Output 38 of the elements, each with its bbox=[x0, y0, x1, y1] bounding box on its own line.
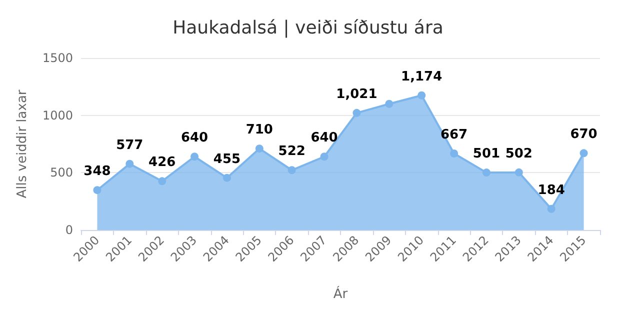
data-label: 670 bbox=[570, 127, 598, 142]
point bbox=[514, 168, 523, 176]
point bbox=[158, 177, 166, 186]
point bbox=[482, 168, 490, 177]
chart-title: Haukadalsá | veiði síðustu ára bbox=[172, 18, 444, 38]
point bbox=[418, 91, 426, 100]
data-label: 184 bbox=[538, 182, 565, 198]
point bbox=[580, 149, 588, 158]
point bbox=[126, 160, 134, 168]
point bbox=[385, 100, 394, 108]
point bbox=[547, 204, 556, 213]
data-label: 577 bbox=[116, 138, 144, 153]
y-tick-label: 1000 bbox=[42, 108, 73, 122]
point bbox=[320, 152, 328, 161]
data-label: 667 bbox=[440, 128, 468, 143]
y-axis-title: Alls veiddir laxar bbox=[15, 89, 30, 198]
data-label: 522 bbox=[278, 144, 306, 160]
y-tick-label: 500 bbox=[50, 166, 73, 180]
point bbox=[222, 174, 231, 182]
data-label: 1,174 bbox=[401, 69, 442, 84]
data-label: 455 bbox=[213, 152, 241, 167]
data-label: 426 bbox=[148, 155, 176, 170]
point bbox=[190, 152, 199, 161]
data-label: 502 bbox=[505, 146, 532, 162]
data-label: 1,021 bbox=[336, 86, 378, 102]
x-axis-title: Ár bbox=[333, 285, 348, 302]
data-label: 640 bbox=[310, 130, 338, 146]
data-label: 501 bbox=[472, 146, 500, 162]
point bbox=[450, 150, 458, 158]
data-label: 640 bbox=[180, 130, 208, 146]
y-tick-label: 0 bbox=[65, 223, 73, 237]
point bbox=[352, 108, 361, 117]
data-label: 710 bbox=[246, 122, 273, 138]
point bbox=[255, 144, 264, 153]
data-label: 348 bbox=[84, 164, 111, 180]
y-tick-label: 1500 bbox=[42, 51, 73, 65]
point bbox=[93, 186, 102, 194]
point bbox=[288, 166, 296, 174]
